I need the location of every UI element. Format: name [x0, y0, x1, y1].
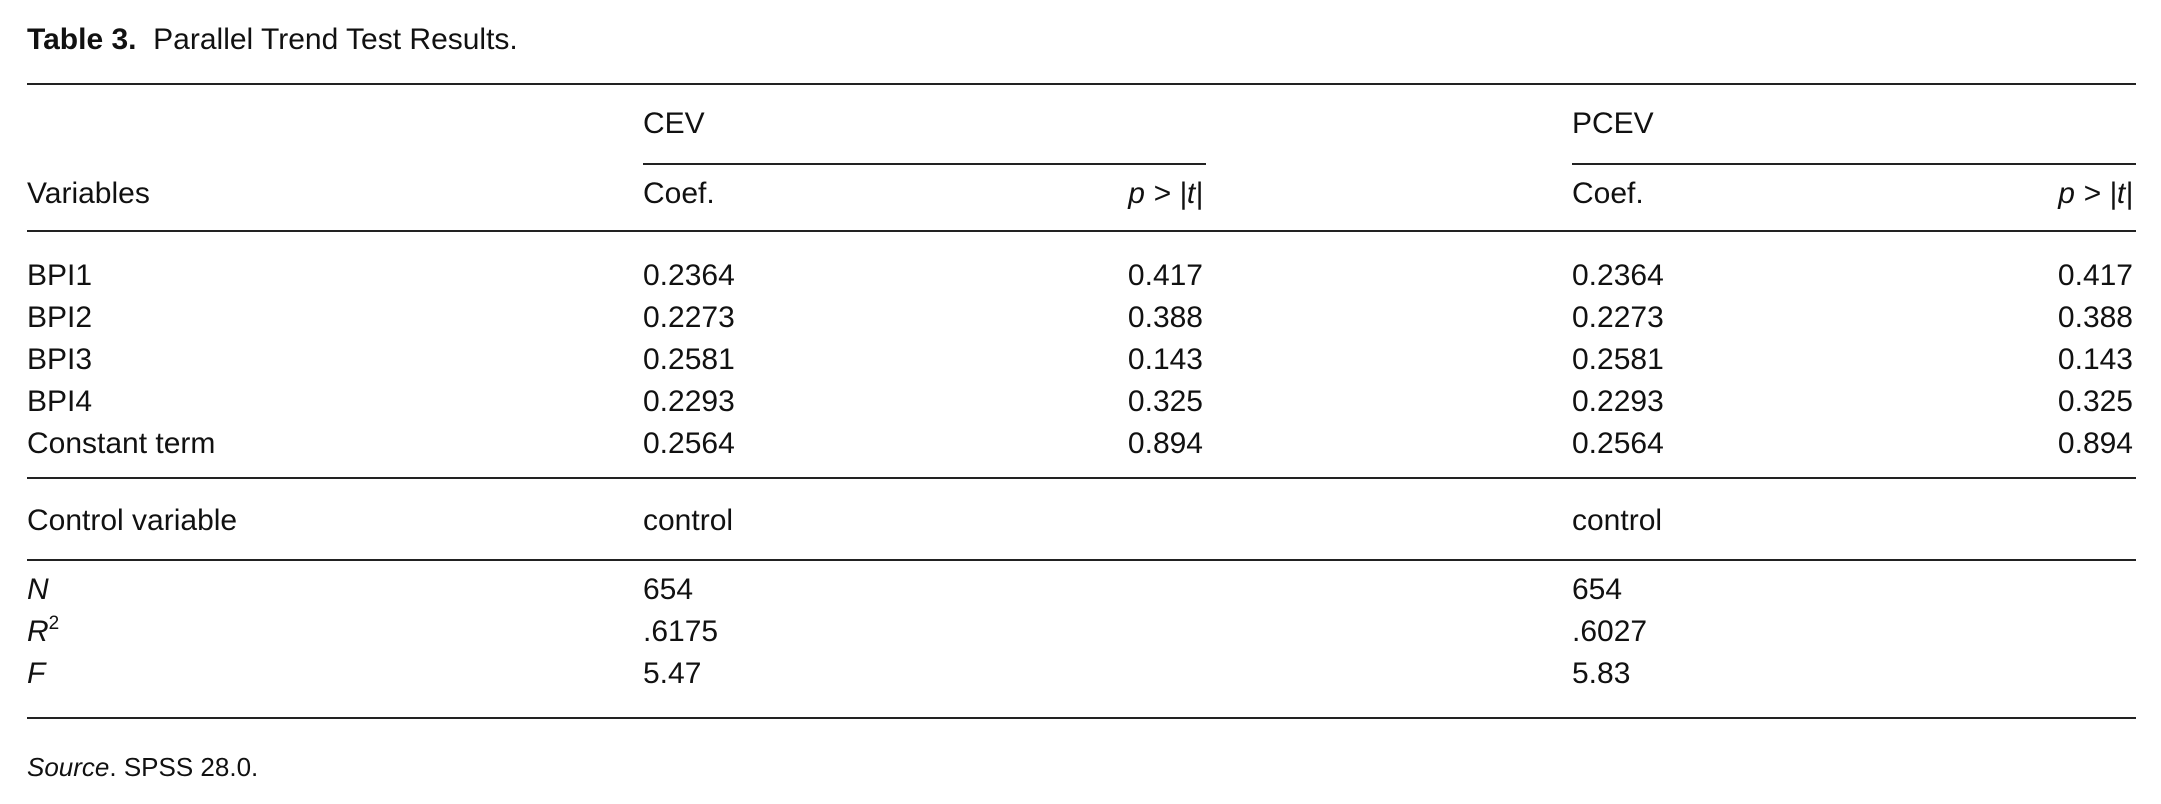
rule-line	[27, 83, 2136, 85]
rule-line	[27, 230, 2136, 232]
superscript: 2	[48, 613, 60, 634]
table-title: Table 3. Parallel Trend Test Results.	[27, 25, 518, 55]
cell: 0.143	[2057, 343, 2133, 376]
cell: .6027	[1572, 615, 1648, 648]
cell: 654	[643, 573, 694, 606]
cell: 654	[1572, 573, 1623, 606]
cell: 0.325	[1127, 385, 1203, 418]
cell: 0.2564	[643, 427, 735, 460]
row-label: Control variable	[27, 504, 238, 537]
cell: 0.417	[2057, 259, 2133, 292]
cell: 0.417	[1127, 259, 1203, 292]
cell: 0.2364	[1572, 259, 1664, 292]
cell: 0.2581	[1572, 343, 1664, 376]
column-header: p > |t|	[1128, 177, 1203, 210]
cell: 0.2364	[643, 259, 735, 292]
group-header: PCEV	[1572, 107, 1654, 140]
rule-line	[1572, 163, 2136, 165]
row-label: Constant term	[27, 427, 216, 460]
cell: 0.2293	[1572, 385, 1664, 418]
cell: 5.83	[1572, 657, 1631, 690]
source-note: Source. SPSS 28.0.	[27, 752, 259, 782]
stat-symbol: R	[27, 615, 49, 648]
stat-label: N	[27, 575, 49, 605]
group-header: CEV	[643, 107, 705, 140]
superscript-wrap: 2	[49, 613, 60, 634]
row-header: Variables	[27, 177, 150, 210]
cell: control	[1572, 504, 1663, 537]
cell: 0.325	[2057, 385, 2133, 418]
cell: 0.143	[1127, 343, 1203, 376]
row-label: BPI3	[27, 343, 93, 376]
cell: 0.388	[2057, 301, 2133, 334]
rule-line	[643, 163, 1206, 165]
cell: control	[643, 504, 734, 537]
cell: 0.2564	[1572, 427, 1664, 460]
column-header: Coef.	[1572, 177, 1644, 210]
rule-line	[27, 559, 2136, 561]
cell: 0.894	[1127, 427, 1203, 460]
stat-label: F	[27, 659, 45, 689]
cell: 0.2581	[643, 343, 735, 376]
source-label: Source	[27, 752, 110, 782]
cell: 0.2273	[1572, 301, 1664, 334]
row-label: BPI4	[27, 385, 93, 418]
title-label: Table 3.	[27, 23, 137, 56]
rule-line	[27, 717, 2136, 719]
row-label: BPI1	[27, 259, 93, 292]
cell: 0.2293	[643, 385, 735, 418]
cell: 0.388	[1127, 301, 1203, 334]
rule-line	[27, 477, 2136, 479]
source-text: SPSS 28.0.	[123, 752, 259, 782]
column-header: Coef.	[643, 177, 715, 210]
cell: 0.894	[2057, 427, 2133, 460]
column-header: p > |t|	[2058, 177, 2133, 210]
cell: 5.47	[643, 657, 702, 690]
stat-label: R2	[27, 614, 59, 648]
stat-symbol: F	[27, 657, 46, 690]
title-text: Parallel Trend Test Results.	[153, 23, 518, 56]
cell: .6175	[643, 615, 719, 648]
row-label: BPI2	[27, 301, 93, 334]
stat-symbol: N	[27, 573, 49, 606]
cell: 0.2273	[643, 301, 735, 334]
